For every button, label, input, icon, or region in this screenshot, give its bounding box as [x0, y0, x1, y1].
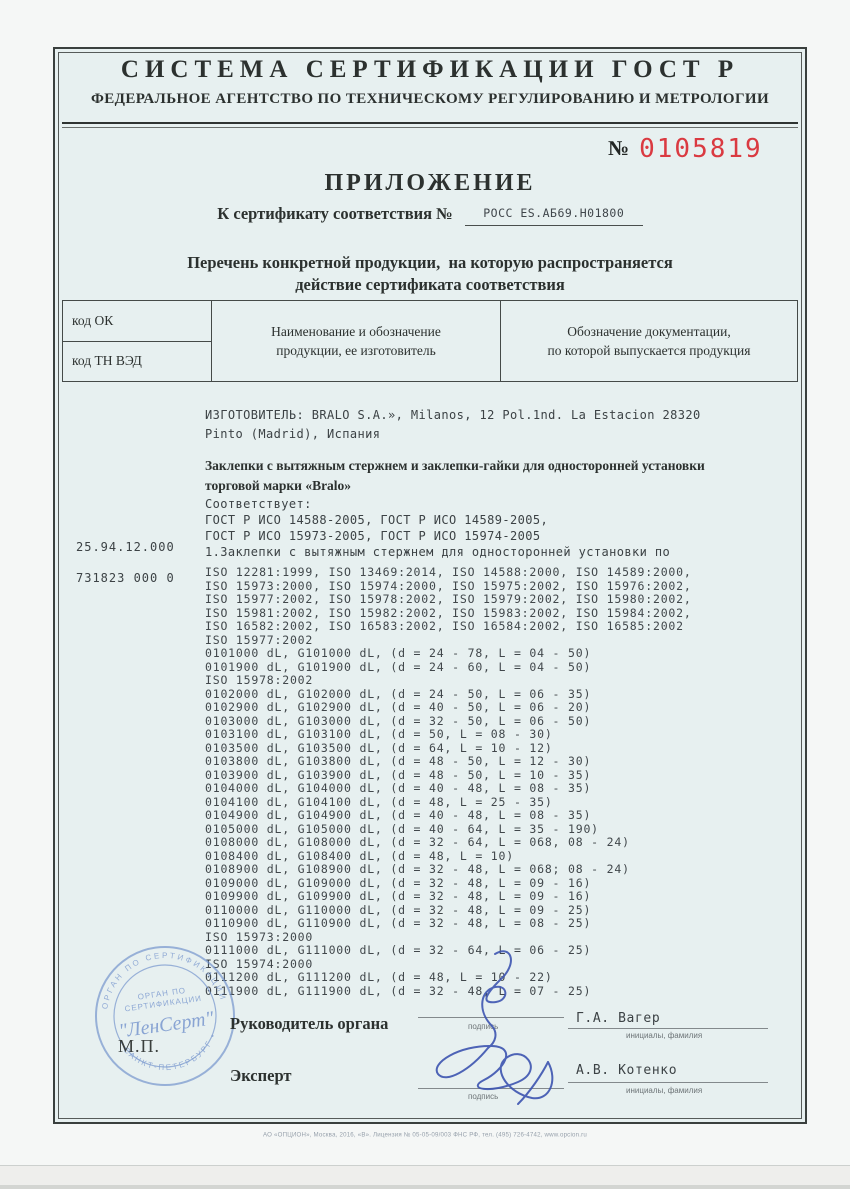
spec-line: ISO 15977:2002, ISO 15978:2002, ISO 1597… [205, 592, 692, 606]
product-description-block: ИЗГОТОВИТЕЛЬ: BRALO S.A.», Milanos, 12 P… [205, 406, 765, 560]
spec-line: 0111900 dL, G111900 dL, (d = 32 - 48, L … [205, 983, 592, 998]
header-rule [62, 122, 798, 124]
products-list-heading-line1: Перечень конкретной продукции, на котору… [187, 253, 673, 272]
spec-line: 0104000 dL, G104000 dL, (d = 40 - 48, L … [205, 781, 592, 795]
spec-line: 0102000 dL, G102000 dL, (d = 24 - 50, L … [205, 686, 592, 701]
gost-line: ГОСТ Р ИСО 14588-2005, ГОСТ Р ИСО 14589-… [205, 513, 549, 527]
spec-line: 0111000 dL, G111000 dL, (d = 32 - 64, L … [205, 943, 592, 957]
spec-line: 0103100 dL, G103100 dL, (d = 50, L = 08 … [205, 727, 553, 741]
spec-line: ISO 15974:2000 [205, 956, 314, 971]
spec-line: 0109900 dL, G109900 dL, (d = 32 - 48, L … [205, 889, 592, 903]
ok-code-value: 25.94.12.000 [76, 540, 175, 554]
name-caption: инициалы, фамилия [626, 1031, 703, 1040]
product-name-header-line2: продукции, ее изготовитель [276, 343, 436, 358]
manufacturer-line: ИЗГОТОВИТЕЛЬ: BRALO S.A.», Milanos, 12 P… [205, 408, 701, 422]
certificate-number-block: № 0105819 [608, 136, 763, 162]
certificate-reference-label: К сертификату соответствия № [217, 204, 453, 223]
products-list-heading-line2: действие сертификата соответствия [295, 275, 565, 294]
head-of-body-label: Руководитель органа [230, 1014, 389, 1033]
signature-caption: подпись [468, 1022, 499, 1031]
name-caption: инициалы, фамилия [626, 1086, 703, 1095]
spec-line: 0108000 dL, G108000 dL, (d = 32 - 64, L … [205, 835, 630, 849]
tnved-code-header: код ТН ВЭД [72, 353, 142, 369]
head-name-line [568, 1028, 768, 1029]
product-title-line: Заклепки с вытяжным стержнем и заклепки-… [205, 458, 705, 473]
spec-line: 0103000 dL, G103000 dL, (d = 32 - 50, L … [205, 713, 592, 728]
spec-line: 0104100 dL, G104100 dL, (d = 48, L = 25 … [205, 794, 553, 809]
document-title: ПРИЛОЖЕНИЕ [324, 170, 536, 196]
product-name-header-line1: Наименование и обозначение [271, 324, 441, 339]
certificate-frame-inner-border [58, 52, 802, 1119]
print-shop-footer: АО «ОПЦИОН», Москва, 2016, «В». Лицензия… [263, 1131, 587, 1138]
spec-line: 0103900 dL, G103900 dL, (d = 48 - 50, L … [205, 767, 592, 782]
page-edge-shadow [0, 1165, 850, 1189]
manufacturer-line: Pinto (Madrid), Испания [205, 427, 381, 441]
spec-line: 0110900 dL, G110900 dL, (d = 32 - 48, L … [205, 916, 592, 930]
spec-line: 0101900 dL, G101900 dL, (d = 24 - 60, L … [205, 659, 592, 674]
spec-line: ISO 15981:2002, ISO 15982:2002, ISO 1598… [205, 605, 692, 620]
codes-column: код ОК код ТН ВЭД [63, 301, 212, 381]
tnved-code-value: 731823 000 0 [76, 571, 175, 585]
spec-line: ISO 16582:2002, ISO 16583:2002, ISO 1658… [205, 619, 684, 633]
spec-line: 0103800 dL, G103800 dL, (d = 48 - 50, L … [205, 754, 592, 768]
spec-line: 0108400 dL, G108400 dL, (d = 48, L = 10) [205, 848, 514, 863]
signature-caption: подпись [468, 1092, 499, 1101]
spec-line: 0101000 dL, G101000 dL, (d = 24 - 78, L … [205, 646, 592, 660]
scanned-page: СИСТЕМА СЕРТИФИКАЦИИ ГОСТ Р ФЕДЕРАЛЬНОЕ … [0, 0, 850, 1165]
expert-label: Эксперт [230, 1066, 292, 1085]
spec-line: 0104900 dL, G104900 dL, (d = 40 - 48, L … [205, 808, 592, 822]
spec-line: ISO 15973:2000, ISO 15974:2000, ISO 1597… [205, 578, 692, 593]
gost-line: ГОСТ Р ИСО 15973-2005, ГОСТ Р ИСО 15974-… [205, 529, 541, 543]
spec-line: 0102900 dL, G102900 dL, (d = 40 - 50, L … [205, 700, 592, 714]
expert-name-line [568, 1082, 768, 1083]
system-title: СИСТЕМА СЕРТИФИКАЦИИ ГОСТ Р [120, 56, 740, 83]
ok-code-header: код ОК [63, 301, 211, 342]
stamp-place-label: М.П. [118, 1036, 161, 1056]
documentation-header-line2: по которой выпускается продукция [547, 343, 751, 358]
certificate-frame [53, 47, 807, 1124]
certificate-reference-underline: РОСС ES.АБ69.Н01800 [464, 206, 643, 226]
certificate-reference-number: РОСС ES.АБ69.Н01800 [483, 206, 625, 220]
product-title-line: торговой марки «Bralo» [205, 478, 352, 493]
spec-line: 0103500 dL, G103500 dL, (d = 64, L = 10 … [205, 740, 553, 755]
documentation-header-line1: Обозначение документации, [567, 324, 731, 339]
certificate-header: СИСТЕМА СЕРТИФИКАЦИИ ГОСТ Р ФЕДЕРАЛЬНОЕ … [62, 56, 798, 108]
spec-line: ISO 15977:2002 [205, 632, 314, 647]
spec-line: ISO 12281:1999, ISO 13469:2014, ISO 1458… [205, 565, 692, 579]
certificate-number: 0105819 [639, 134, 763, 164]
spec-line: 0109000 dL, G109000 dL, (d = 32 - 48, L … [205, 875, 592, 890]
spacer [205, 444, 765, 456]
conforms-label: Соответствует: [205, 497, 312, 511]
head-name: Г.А. Вагер [576, 1011, 661, 1026]
spec-line: ISO 15973:2000 [205, 929, 314, 944]
expert-name: А.В. Котенко [576, 1063, 678, 1078]
spec-line: ISO 15978:2002 [205, 673, 314, 687]
spec-line: 0111200 dL, G111200 dL, (d = 48, L = 10 … [205, 970, 553, 984]
expert-signature-line [418, 1088, 564, 1089]
products-table-header: код ОК код ТН ВЭД Наименование и обознач… [62, 300, 798, 382]
number-sign: № [608, 136, 630, 160]
spec-line: 0108900 dL, G108900 dL, (d = 32 - 48, L … [205, 862, 630, 876]
spec-line: 0110000 dL, G110000 dL, (d = 32 - 48, L … [205, 902, 592, 917]
head-signature-line [418, 1017, 564, 1018]
certificate-reference-line: К сертификату соответствия № РОСС ES.АБ6… [62, 204, 798, 226]
item-line: 1.Заклепки с вытяжным стержнем для однос… [205, 545, 671, 559]
iso-specification-list: ISO 12281:1999, ISO 13469:2014, ISO 1458… [205, 565, 765, 998]
spec-line: 0105000 dL, G105000 dL, (d = 40 - 64, L … [205, 821, 599, 836]
documentation-column-header: Обозначение документации, по которой вып… [501, 301, 797, 381]
product-name-column-header: Наименование и обозначение продукции, ее… [212, 301, 501, 381]
header-rule-thin [62, 127, 798, 128]
products-list-heading: Перечень конкретной продукции, на котору… [62, 252, 798, 296]
agency-subtitle: ФЕДЕРАЛЬНОЕ АГЕНТСТВО ПО ТЕХНИЧЕСКОМУ РЕ… [90, 91, 770, 107]
